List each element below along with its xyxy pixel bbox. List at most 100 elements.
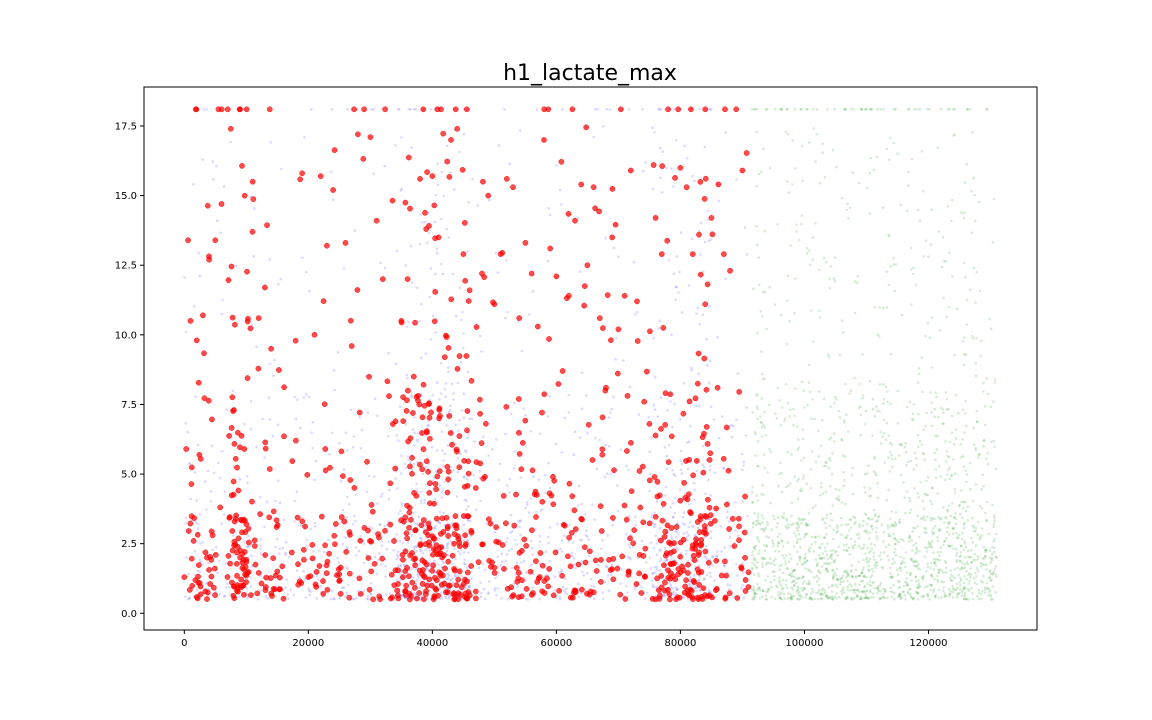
data-point (284, 540, 288, 544)
data-point (741, 529, 748, 536)
data-point (764, 526, 767, 529)
data-point (873, 415, 877, 418)
data-point (948, 594, 951, 598)
data-point (725, 516, 729, 519)
data-point (787, 525, 790, 529)
data-point (303, 136, 306, 139)
data-point (236, 106, 243, 113)
data-point (777, 484, 780, 488)
data-point (401, 541, 405, 545)
data-point (398, 563, 402, 566)
data-point (798, 518, 801, 522)
data-point (792, 584, 796, 587)
data-point (675, 566, 682, 572)
data-point (753, 592, 757, 595)
data-point (739, 167, 746, 174)
data-point (224, 562, 228, 565)
data-point (834, 550, 837, 554)
data-point (873, 455, 876, 459)
data-point (753, 558, 756, 561)
data-point (861, 394, 865, 397)
data-point (926, 493, 929, 497)
data-point (939, 108, 942, 111)
data-point (742, 493, 748, 500)
data-point (933, 517, 936, 521)
data-point (268, 418, 272, 421)
data-point (234, 572, 240, 579)
data-point (909, 557, 913, 560)
data-point (943, 592, 947, 595)
data-point (823, 589, 827, 592)
data-point (991, 585, 995, 588)
data-point (811, 398, 814, 401)
data-point (522, 240, 529, 246)
data-point (940, 265, 944, 269)
data-point (905, 577, 908, 580)
data-point (206, 469, 210, 473)
data-point (263, 525, 266, 529)
data-point (689, 545, 696, 552)
data-point (414, 108, 418, 111)
data-point (720, 251, 727, 257)
data-point (389, 197, 396, 204)
data-point (683, 523, 687, 526)
data-point (342, 586, 346, 590)
data-point (507, 549, 511, 552)
data-point (742, 571, 745, 574)
data-point (462, 332, 465, 335)
data-point (915, 590, 918, 594)
data-point (713, 579, 716, 582)
data-point (480, 350, 483, 353)
data-point (253, 207, 256, 210)
data-point (964, 545, 968, 549)
data-point (990, 559, 993, 562)
data-point (656, 592, 663, 599)
data-point (717, 199, 720, 203)
data-point (878, 596, 882, 600)
data-point (563, 534, 566, 537)
data-point (701, 463, 704, 467)
data-point (969, 556, 972, 559)
data-point (868, 568, 871, 572)
data-point (954, 437, 958, 440)
data-point (423, 498, 427, 502)
data-point (462, 538, 466, 542)
data-point (531, 290, 535, 293)
data-point (824, 490, 828, 494)
data-point (520, 349, 524, 353)
data-point (419, 466, 426, 473)
data-point (744, 434, 748, 437)
data-point (817, 591, 820, 594)
data-point (508, 162, 511, 166)
data-point (664, 237, 671, 244)
data-point (916, 208, 920, 212)
data-point (758, 283, 761, 287)
data-point (609, 472, 613, 476)
data-point (443, 480, 447, 483)
data-point (201, 395, 208, 402)
data-point (818, 554, 821, 557)
data-point (465, 298, 472, 304)
data-point (383, 266, 387, 270)
data-point (873, 587, 876, 590)
data-point (931, 486, 934, 490)
data-point (407, 458, 410, 462)
data-point (309, 527, 312, 531)
data-point (666, 558, 669, 562)
data-point (652, 546, 656, 550)
data-point (785, 108, 789, 111)
data-point (395, 567, 401, 574)
data-point (434, 524, 437, 528)
data-point (826, 569, 830, 573)
data-point (854, 582, 857, 586)
data-point (993, 519, 996, 523)
data-point (448, 137, 454, 143)
data-point (398, 108, 401, 111)
data-point (372, 108, 376, 111)
data-point (826, 595, 830, 599)
data-point (185, 556, 189, 559)
data-point (865, 556, 868, 560)
data-point (952, 458, 955, 461)
data-point (845, 413, 848, 417)
data-point (761, 589, 765, 593)
